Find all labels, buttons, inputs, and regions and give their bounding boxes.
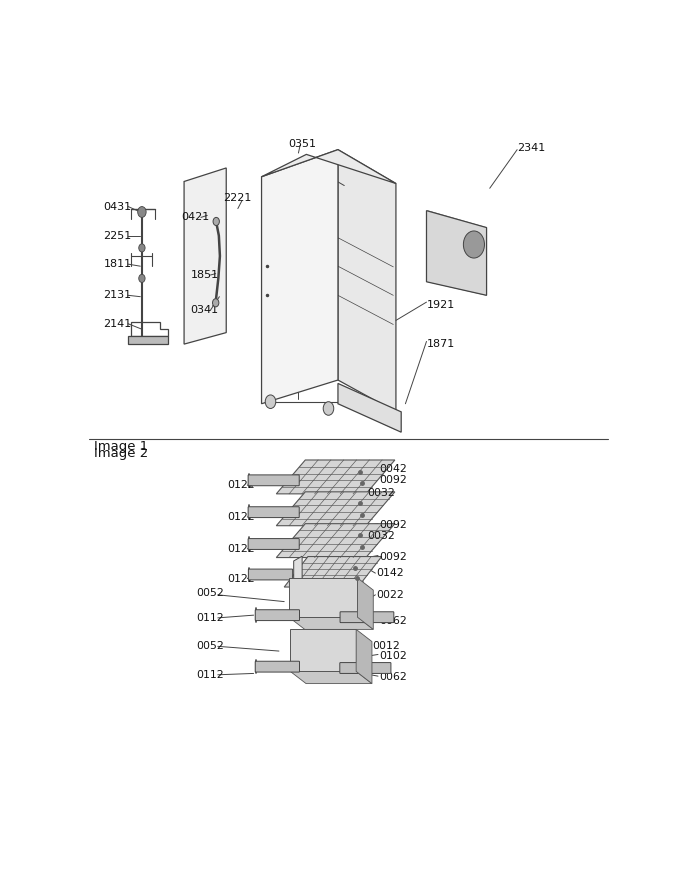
Polygon shape <box>262 150 338 404</box>
Polygon shape <box>294 556 302 587</box>
FancyBboxPatch shape <box>255 661 299 672</box>
Circle shape <box>139 275 145 282</box>
Text: 0092: 0092 <box>379 520 407 530</box>
Text: 0012: 0012 <box>372 642 400 651</box>
Polygon shape <box>289 578 358 617</box>
FancyBboxPatch shape <box>255 610 299 620</box>
Text: 0122: 0122 <box>227 544 255 554</box>
Text: 0052: 0052 <box>197 642 224 651</box>
FancyBboxPatch shape <box>340 612 394 623</box>
Circle shape <box>213 217 220 225</box>
Polygon shape <box>276 460 395 494</box>
Text: Image 1: Image 1 <box>95 440 149 453</box>
Polygon shape <box>262 150 396 184</box>
Polygon shape <box>290 629 356 671</box>
Text: 2131: 2131 <box>103 290 131 300</box>
Polygon shape <box>426 210 487 296</box>
Polygon shape <box>276 492 395 525</box>
Polygon shape <box>289 617 373 629</box>
Text: 1811: 1811 <box>103 259 131 269</box>
Text: 0122: 0122 <box>227 574 255 583</box>
Polygon shape <box>290 671 372 684</box>
Text: 0421: 0421 <box>182 212 209 223</box>
Text: 2141: 2141 <box>103 319 132 329</box>
Text: 0122: 0122 <box>227 512 255 522</box>
Text: 0062: 0062 <box>379 616 407 626</box>
Text: 0351: 0351 <box>288 138 316 149</box>
Text: 0112: 0112 <box>197 612 224 623</box>
Text: 0032: 0032 <box>367 488 394 498</box>
Text: 0022: 0022 <box>377 590 404 600</box>
Text: 2341: 2341 <box>517 143 545 152</box>
Text: 0122: 0122 <box>227 480 255 490</box>
Text: 0062: 0062 <box>379 672 407 683</box>
Polygon shape <box>276 524 395 558</box>
Polygon shape <box>356 629 372 684</box>
Circle shape <box>323 401 334 415</box>
Text: 0102: 0102 <box>379 651 407 661</box>
Polygon shape <box>284 556 381 587</box>
Circle shape <box>265 395 276 408</box>
Text: 1851: 1851 <box>190 270 218 280</box>
FancyBboxPatch shape <box>248 507 299 517</box>
Text: 1871: 1871 <box>426 339 455 349</box>
Text: 0431: 0431 <box>103 202 131 211</box>
FancyBboxPatch shape <box>248 539 299 549</box>
Polygon shape <box>358 578 373 629</box>
Text: 2221: 2221 <box>223 194 252 203</box>
Text: 0042: 0042 <box>379 464 407 473</box>
Polygon shape <box>184 168 226 344</box>
Circle shape <box>137 207 146 217</box>
Text: Image 2: Image 2 <box>95 447 149 459</box>
Text: 2251: 2251 <box>103 231 132 241</box>
Polygon shape <box>338 150 396 412</box>
Text: 0092: 0092 <box>379 552 407 562</box>
Circle shape <box>463 231 484 258</box>
Text: 0032: 0032 <box>367 531 394 541</box>
Text: 0112: 0112 <box>197 670 224 679</box>
Text: 0052: 0052 <box>197 589 224 598</box>
Text: 0092: 0092 <box>379 475 407 485</box>
Text: 1921: 1921 <box>426 300 455 310</box>
Polygon shape <box>338 384 401 432</box>
Text: 0142: 0142 <box>377 568 404 578</box>
Polygon shape <box>129 336 168 344</box>
FancyBboxPatch shape <box>340 663 391 673</box>
Circle shape <box>213 298 219 307</box>
Text: 0341: 0341 <box>190 305 218 315</box>
FancyBboxPatch shape <box>248 475 299 486</box>
Circle shape <box>139 244 145 252</box>
FancyBboxPatch shape <box>248 569 292 580</box>
